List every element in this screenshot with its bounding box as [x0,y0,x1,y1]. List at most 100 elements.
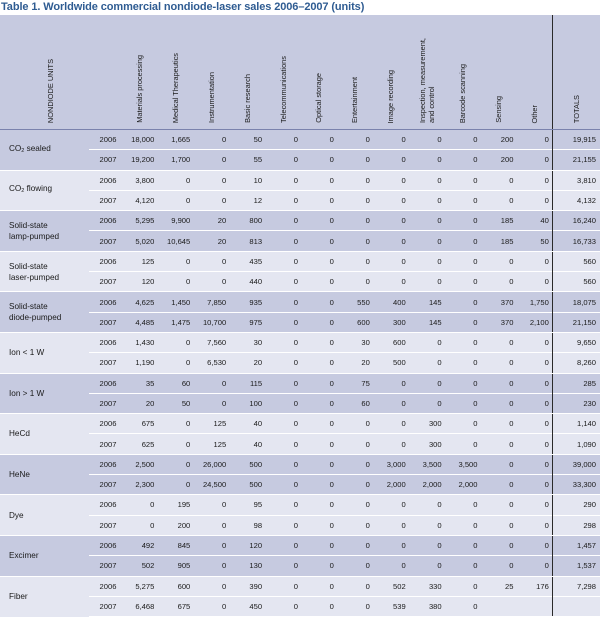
value-cell: 0 [193,514,230,536]
column-header-label: Optical storage [314,73,324,123]
column-header-image-recording: Image recording [372,15,409,130]
value-cell: 0 [265,514,301,536]
value-cell: 2,000 [372,474,409,496]
column-header-label: Inspection, measurement, and control [418,38,436,123]
value-cell: 0 [336,534,373,556]
year-cell: 2007 [88,595,122,617]
value-cell: 6,468 [121,595,158,617]
total-cell: 4,132 [551,189,600,212]
value-cell: 98 [229,514,266,536]
total-cell: 19,915 [551,128,600,150]
table-row: 2007 4,485 1,475 10,700 975 0 0 600 300 145 0 370 2,… [0,311,600,333]
value-cell: 0 [336,210,373,231]
label-text: flowing [24,184,53,194]
value-cell: 0 [265,413,301,434]
value-cell: 40 [229,433,266,455]
value-cell: 500 [229,474,266,496]
value-cell: 2,100 [516,311,553,333]
value-cell: 0 [372,149,409,171]
total-cell [551,595,600,617]
value-cell: 0 [336,514,373,536]
value-cell: 0 [480,250,517,272]
value-cell: 0 [480,433,517,455]
total-cell: 39,000 [551,453,600,475]
value-cell [480,595,517,617]
value-cell: 0 [300,494,337,516]
value-cell: 0 [300,372,337,394]
year-cell: 2006 [88,575,122,597]
value-cell: 0 [157,433,194,455]
value-cell: 0 [444,291,481,313]
value-cell: 0 [516,555,553,577]
value-cell: 1,700 [157,149,194,171]
value-cell: 813 [229,230,266,252]
value-cell: 0 [516,189,553,212]
value-cell: 200 [480,128,517,150]
column-header-label: Entertainment [350,76,360,123]
value-cell: 492 [121,534,158,556]
label-text: sealed [24,143,51,153]
value-cell: 1,475 [157,311,194,333]
value-cell: 0 [516,474,553,496]
value-cell: 390 [229,575,266,597]
value-cell: 0 [444,271,481,293]
value-cell: 0 [408,169,445,191]
value-cell: 0 [480,453,517,475]
value-cell: 0 [265,392,301,415]
value-cell: 5,020 [121,230,158,252]
table-row: Solid-state diode-pumped 2006 4,625 1,450 7,8… [0,291,600,333]
value-cell: 5,295 [121,210,158,231]
table-row: Ion > 1 W 2006 35 60 0 115 0 0 75 0 0 0 0 0 285 [0,372,600,414]
column-header-optical-storage: Optical storage [300,15,337,130]
column-header-inspection-measurement-and-control: Inspection, measurement, and control [408,15,445,130]
value-cell: 300 [408,433,445,455]
value-cell: 0 [444,433,481,455]
value-cell: 0 [300,210,337,231]
label-line: Solid-state [9,261,48,271]
value-cell: 0 [444,352,481,374]
value-cell: 0 [444,372,481,394]
value-cell: 0 [444,128,481,150]
value-cell: 0 [336,413,373,434]
value-cell: 600 [157,575,194,597]
total-cell: 21,150 [551,311,600,333]
column-header-medical-therapeutics: Medical Therapeutics [157,15,194,130]
value-cell: 0 [480,372,517,394]
value-cell: 0 [516,433,553,455]
value-cell: 4,120 [121,189,158,212]
value-cell: 0 [372,413,409,434]
value-cell: 0 [408,331,445,353]
total-cell: 560 [551,271,600,293]
value-cell: 24,500 [193,474,230,496]
total-cell: 1,457 [551,534,600,556]
year-cell: 2006 [88,169,122,191]
value-cell: 0 [516,413,553,434]
value-cell: 0 [157,189,194,212]
value-cell: 0 [408,392,445,415]
value-cell: 0 [480,331,517,353]
value-cell: 0 [372,433,409,455]
value-cell: 9,900 [157,210,194,231]
value-cell: 0 [265,433,301,455]
value-cell: 0 [444,169,481,191]
value-cell: 2,300 [121,474,158,496]
label-line: Dye [9,510,24,520]
value-cell: 550 [336,291,373,313]
value-cell: 0 [408,352,445,374]
value-cell: 0 [300,230,337,252]
value-cell: 0 [516,372,553,394]
column-header-totals: TOTALS [551,15,600,130]
value-cell: 0 [157,250,194,272]
total-cell: 1,140 [551,413,600,434]
table-row: Dye 2006 0 195 0 95 0 0 0 0 0 0 0 0 290 [0,494,600,536]
value-cell: 625 [121,433,158,455]
label-line: Ion < 1 W [9,348,45,358]
value-cell: 185 [480,230,517,252]
table-row: HeCd 2006 675 0 125 40 0 0 0 0 300 0 0 0 1,140 [0,413,600,455]
column-header-entertainment: Entertainment [336,15,373,130]
column-header-label-line: and control [426,86,436,123]
value-cell: 0 [193,534,230,556]
value-cell: 0 [408,210,445,231]
value-cell: 935 [229,291,266,313]
value-cell: 0 [265,250,301,272]
